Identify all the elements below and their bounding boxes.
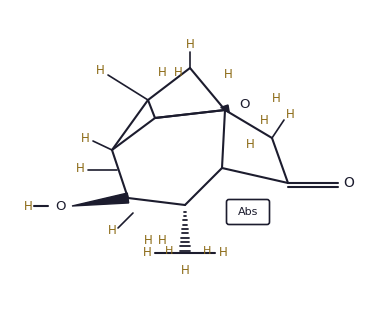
Text: H: H	[185, 39, 195, 52]
Text: H: H	[245, 138, 254, 151]
Text: H: H	[272, 92, 280, 105]
Text: H: H	[223, 69, 233, 82]
Polygon shape	[72, 193, 129, 206]
Text: H: H	[142, 246, 151, 259]
FancyBboxPatch shape	[226, 199, 269, 224]
Text: H: H	[76, 161, 84, 174]
Text: Abs: Abs	[238, 207, 258, 217]
Text: H: H	[260, 113, 268, 126]
Text: H: H	[96, 64, 105, 76]
Text: H: H	[203, 246, 211, 256]
Text: H: H	[165, 246, 173, 256]
Text: H: H	[24, 199, 32, 212]
Text: H: H	[286, 108, 294, 121]
Text: O: O	[344, 176, 355, 190]
Polygon shape	[221, 105, 229, 112]
Text: O: O	[240, 99, 250, 112]
Text: O: O	[55, 199, 65, 212]
Text: H: H	[81, 131, 89, 144]
Text: H: H	[108, 223, 116, 236]
Text: H: H	[174, 65, 182, 78]
Text: H: H	[218, 246, 227, 259]
Text: H: H	[144, 234, 152, 246]
Text: H: H	[158, 65, 166, 78]
Text: H: H	[180, 264, 189, 277]
Text: H: H	[158, 234, 166, 246]
